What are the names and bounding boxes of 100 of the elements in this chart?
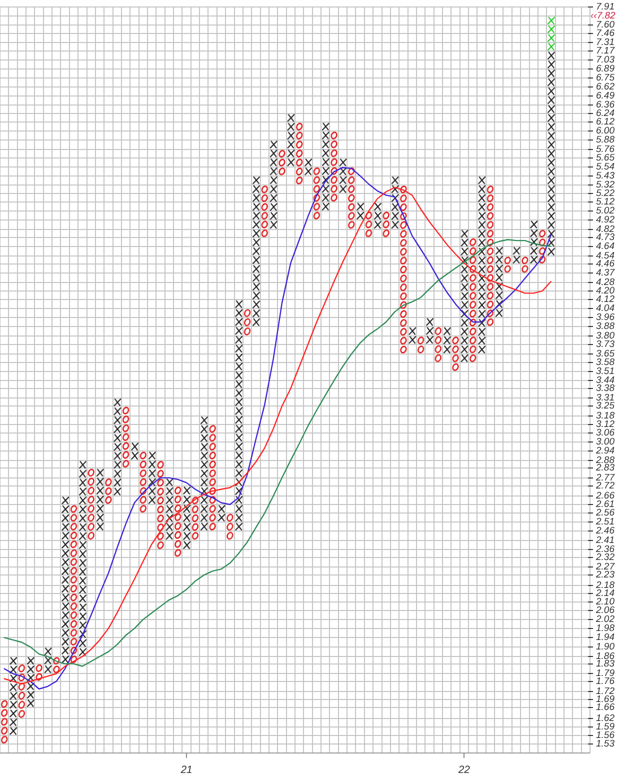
y-tick-label: 4.28 [596, 277, 616, 288]
y-tick-label: 1.59 [596, 721, 616, 732]
y-tick-label: 3.00 [596, 436, 616, 448]
bar [529, 220, 538, 264]
y-tick-label: 4.92 [596, 214, 616, 226]
y-tick-label: 5.32 [596, 179, 616, 190]
y-tick-label: 7.03 [596, 54, 616, 66]
y-tick-label: 1.94 [596, 632, 614, 644]
y-tick-label: 3.51 [596, 366, 614, 378]
y-tick-label: 2.10 [595, 596, 616, 608]
bar [60, 496, 70, 664]
bar [252, 176, 260, 327]
y-tick-label: 2.18 [595, 580, 616, 591]
bar [477, 176, 486, 354]
bar [286, 113, 295, 167]
bar [43, 646, 52, 674]
y-tick-label: 1.62 [596, 712, 616, 724]
y-tick-label: 2.14 [595, 588, 614, 600]
y-tick-label: 7.60 [596, 19, 616, 30]
y-tick-label: 5.76 [596, 144, 616, 155]
y-tick-label: 5.02 [596, 206, 616, 217]
y-tick-label: 1.53 [596, 738, 616, 750]
bar [408, 326, 416, 344]
bar [416, 336, 426, 354]
bar [468, 238, 478, 363]
bar [338, 158, 348, 194]
bar [112, 398, 122, 496]
y-tick-label: 1.76 [596, 676, 616, 687]
y-tick-label: 2.02 [595, 614, 616, 625]
bar [78, 460, 87, 656]
y-tick-label: 2.23 [595, 570, 616, 581]
bar [321, 122, 330, 212]
y-tick-label: 4.04 [596, 302, 614, 314]
text: ‹‹7.82 [590, 10, 616, 22]
y-tick-label: 2.83 [595, 462, 616, 474]
bar [0, 699, 9, 744]
bar [330, 131, 338, 202]
y-tick-label: 2.94 [595, 446, 614, 457]
y-tick-label: 3.58 [596, 357, 616, 368]
y-tick-label: 6.49 [596, 90, 616, 102]
y-tick-label: 6.00 [596, 126, 616, 136]
y-tick-label: 2.51 [595, 516, 614, 528]
y-tick-label: 5.54 [596, 161, 614, 172]
bar [425, 317, 434, 344]
bar [190, 496, 200, 540]
y-tick-label: 6.62 [596, 81, 616, 92]
bar [399, 184, 408, 354]
bar [242, 308, 252, 336]
y-tick-label: 4.64 [596, 240, 614, 252]
x-tick-label: 22 [457, 764, 470, 776]
y-tick-label: 4.37 [596, 268, 616, 279]
y-tick-label: 5.88 [596, 134, 616, 146]
y-tick-label: 3.65 [596, 348, 616, 360]
y-tick-label: 6.12 [596, 116, 616, 128]
bar [347, 166, 356, 230]
y-tick-label: 3.12 [596, 418, 616, 430]
y-tick-label: 3.73 [596, 338, 616, 350]
bar [69, 504, 78, 664]
y-tick-label: 5.22 [596, 188, 616, 199]
y-tick-label: 5.43 [596, 170, 616, 182]
bar [130, 442, 139, 460]
bar [486, 184, 495, 327]
bar [382, 211, 390, 238]
bar [8, 656, 18, 736]
y-tick-label: 7.31 [596, 36, 614, 48]
bar [520, 256, 530, 274]
bar [17, 664, 26, 718]
bar [138, 451, 148, 514]
bar [156, 460, 165, 550]
y-tick-label: 3.06 [596, 428, 616, 439]
bar [95, 468, 104, 532]
y-tick-label: 5.12 [596, 196, 616, 208]
bar [503, 256, 512, 274]
bar [546, 51, 556, 256]
y-tick-label: 1.69 [596, 694, 616, 705]
bar [494, 246, 504, 318]
y-tick-label: 3.88 [596, 321, 616, 332]
bar [304, 158, 312, 176]
y-tick-label: 7.17 [596, 46, 616, 57]
bar [216, 504, 226, 522]
y-tick-label: 6.75 [596, 72, 616, 84]
bar [364, 211, 374, 238]
y-tick-label: 3.80 [596, 330, 616, 342]
y-tick-label: 1.90 [596, 641, 616, 652]
bar [148, 451, 156, 504]
y-tick-label: 6.89 [596, 63, 616, 74]
bar [234, 300, 243, 532]
x-tick-label: 21 [180, 764, 192, 776]
y-tick-label: 6.24 [596, 108, 614, 119]
bar [268, 140, 278, 230]
bar [442, 326, 452, 354]
y-tick-label: 4.82 [596, 224, 616, 235]
bar [226, 513, 234, 540]
y-tick-label: 1.66 [596, 702, 616, 714]
y-tick-label: 3.31 [596, 392, 614, 404]
y-tick-label: 2.06 [595, 605, 616, 616]
y-tick-label: 5.65 [596, 152, 616, 164]
bar [546, 16, 556, 52]
bar [174, 486, 182, 558]
bar [434, 326, 442, 363]
